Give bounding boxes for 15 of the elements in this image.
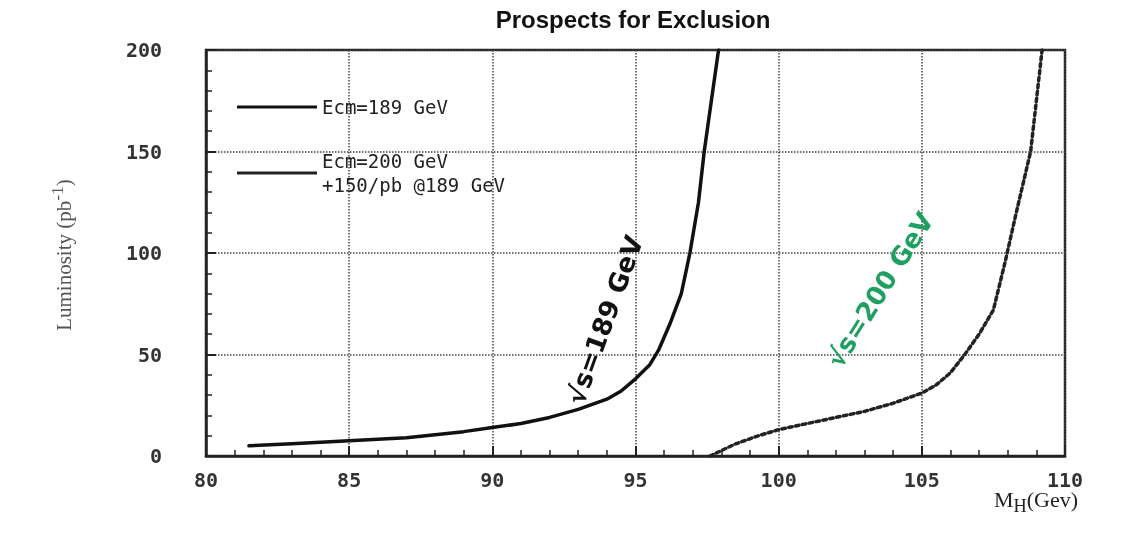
x-tick-label: 90 bbox=[480, 468, 505, 492]
legend-label: Ecm=189 GeV bbox=[322, 96, 448, 118]
chart-title: Prospects for Exclusion bbox=[495, 5, 771, 33]
y-tick-label: 50 bbox=[137, 342, 162, 367]
x-tick-label: 85 bbox=[337, 468, 362, 492]
x-tick-label: 95 bbox=[623, 468, 648, 492]
y-tick-label: 150 bbox=[125, 139, 162, 164]
legend-label: Ecm=200 GeV +150/pb @189 GeV bbox=[322, 150, 506, 196]
y-tick-label: 100 bbox=[125, 241, 162, 265]
x-tick-label: 80 bbox=[193, 468, 219, 492]
y-tick-label: 200 bbox=[125, 38, 162, 62]
line-series bbox=[247, 48, 721, 448]
y-tick-label: 0 bbox=[149, 444, 162, 468]
x-tick-label: 105 bbox=[903, 468, 940, 492]
x-tick-label: 100 bbox=[760, 468, 797, 492]
